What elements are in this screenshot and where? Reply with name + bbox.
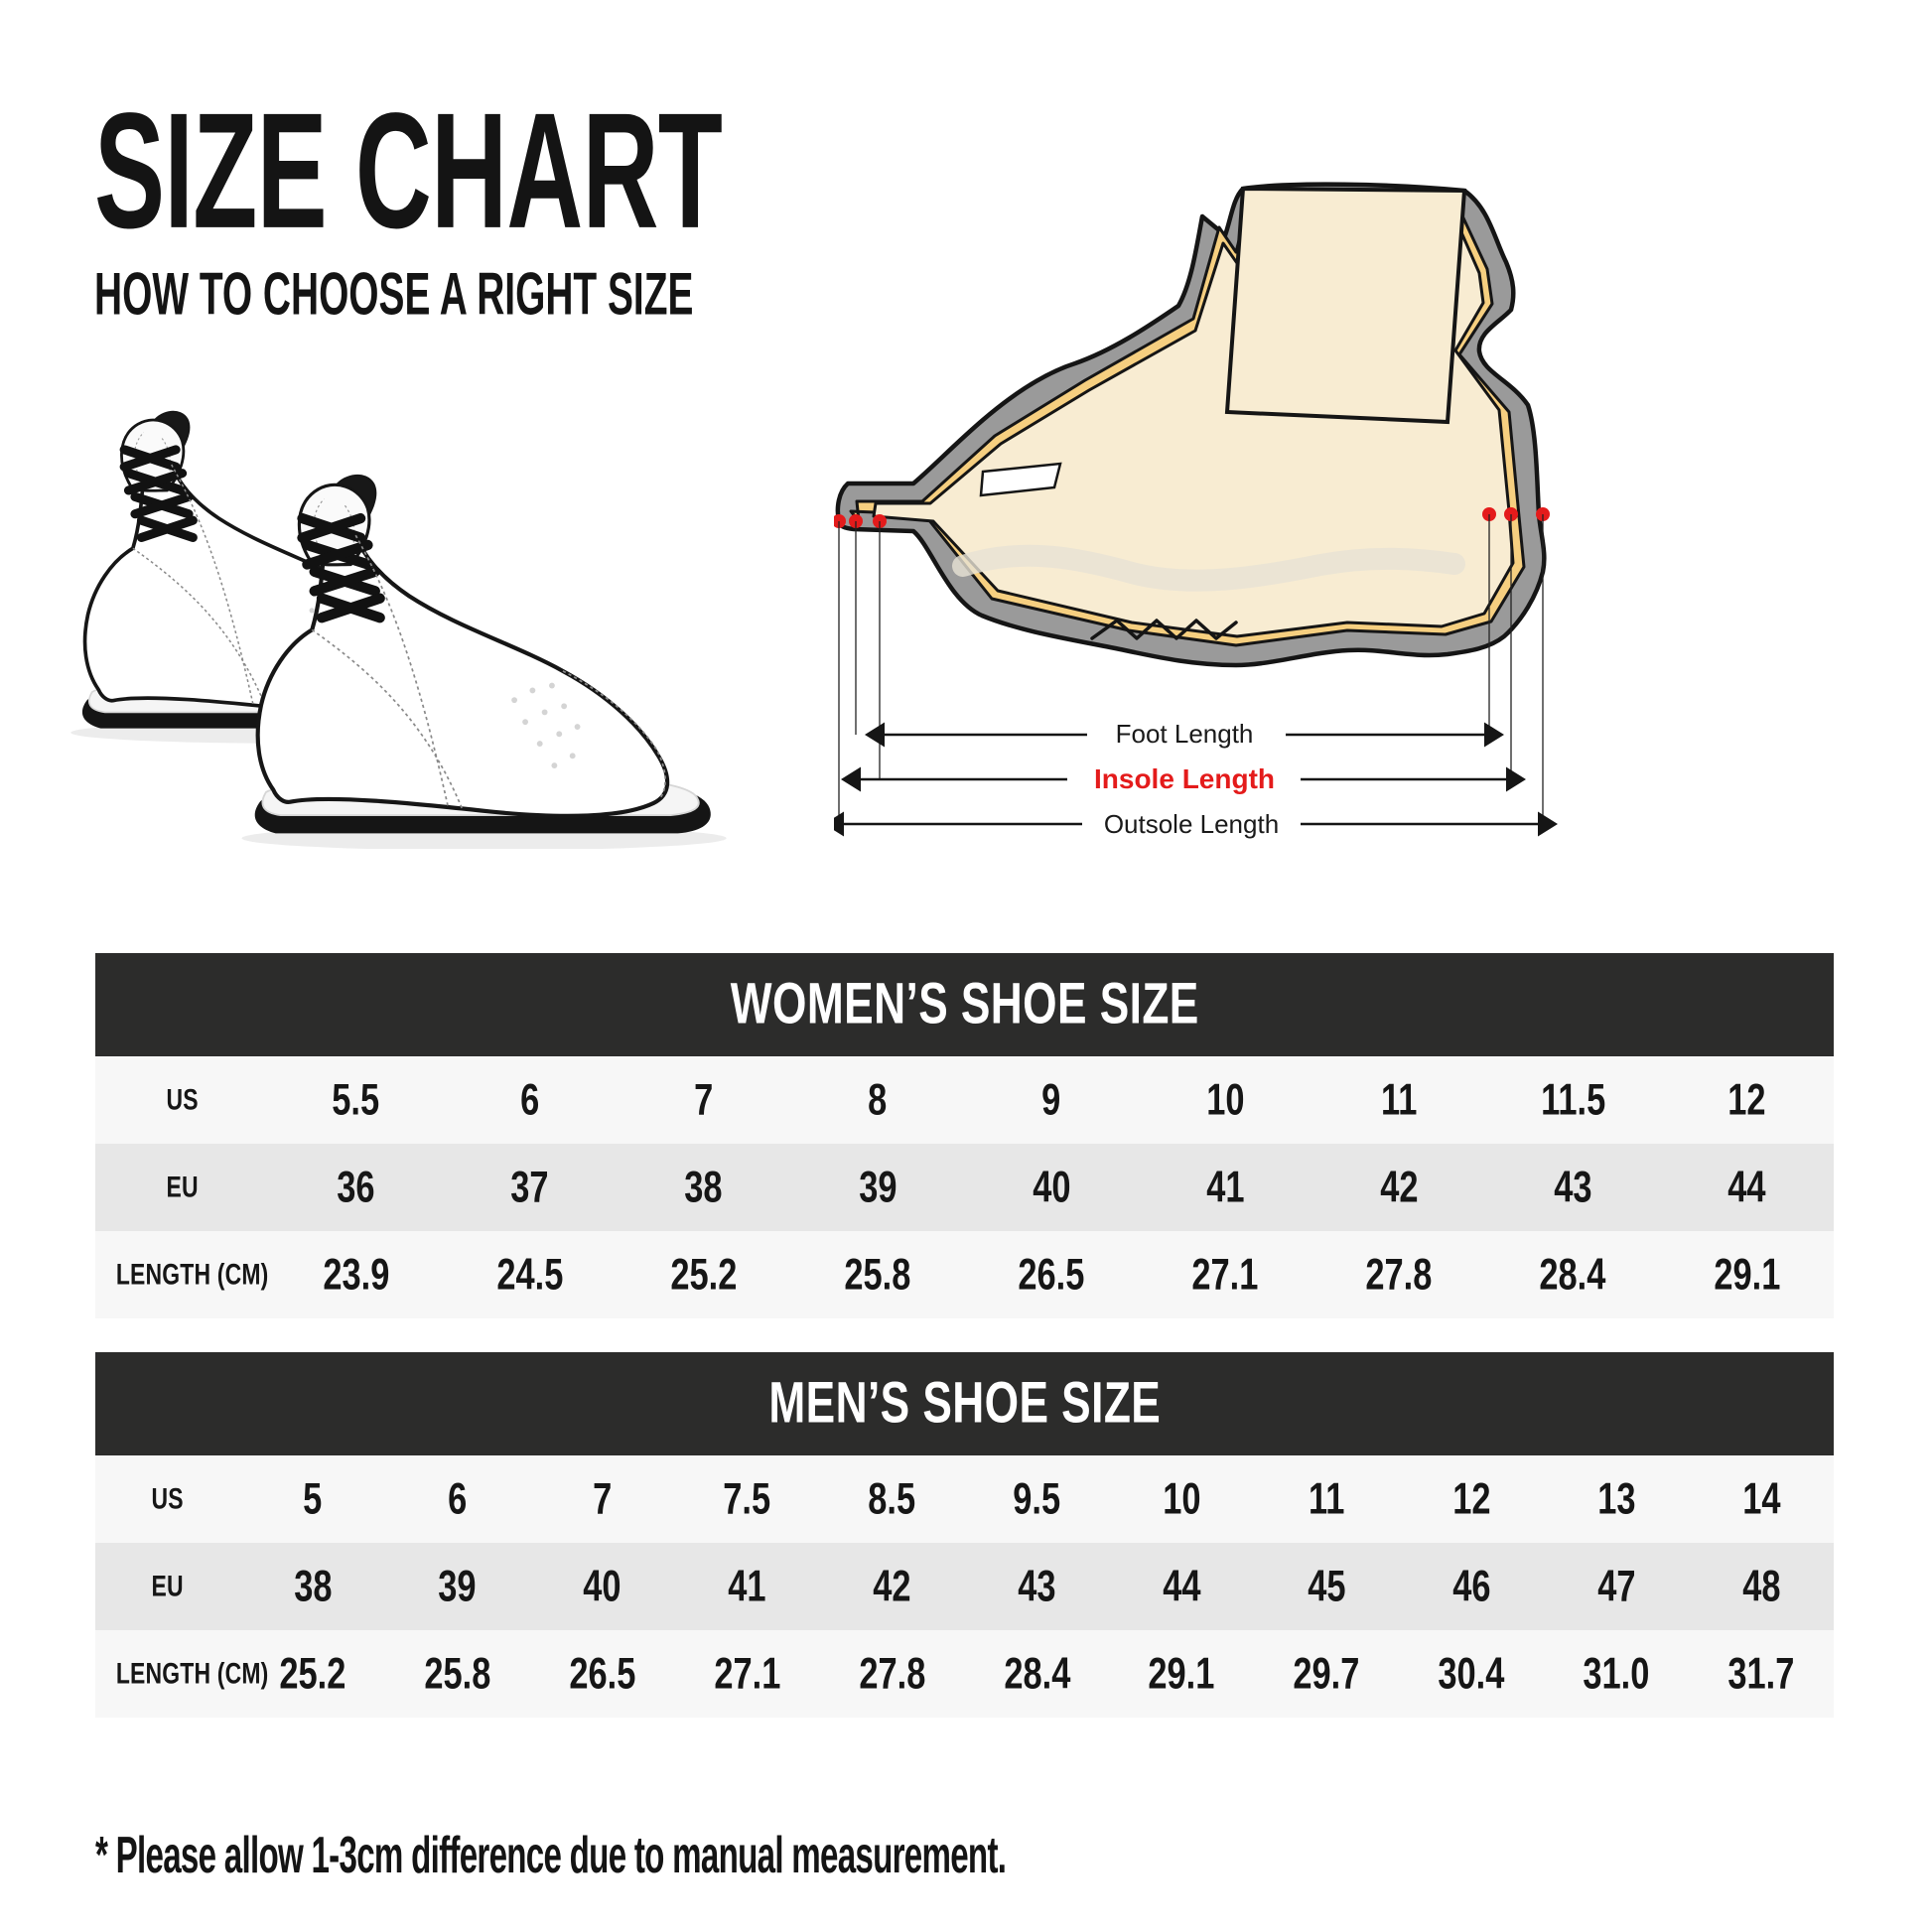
svg-text:Insole Length: Insole Length bbox=[1094, 763, 1275, 794]
svg-text:Outsole Length: Outsole Length bbox=[1104, 809, 1279, 839]
svg-text:Foot Length: Foot Length bbox=[1116, 719, 1254, 749]
